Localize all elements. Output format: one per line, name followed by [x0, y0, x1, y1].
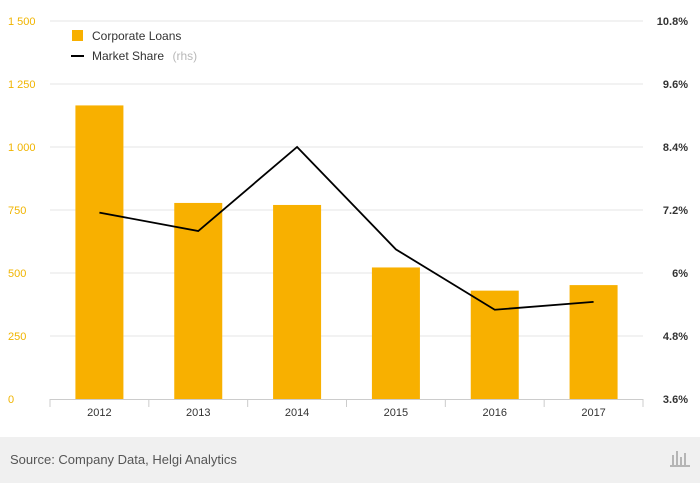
right-tick-label: 10.8%	[657, 16, 688, 28]
market-share-line	[99, 145, 594, 311]
chart: 0 250 500 750 1 000 1 250 1 500 3.6% 4.8% 6% 7.2%…	[8, 16, 688, 419]
legend-swatch-corporate-loans	[72, 30, 83, 41]
grid	[50, 20, 643, 337]
legend-label-market-share-suffix: (rhs)	[172, 49, 197, 63]
x-axis: 2012 2013 2014 2015 2016 2017	[49, 399, 644, 419]
x-tick-label: 2015	[384, 407, 408, 419]
bar-2015	[371, 267, 420, 399]
x-tick-label: 2014	[285, 407, 309, 419]
left-tick-label: 250	[8, 331, 26, 343]
legend-label-corporate-loans: Corporate Loans	[92, 29, 181, 43]
line-series	[99, 145, 594, 311]
helgi-library-logo	[670, 449, 690, 467]
x-tick-label: 2016	[483, 407, 507, 419]
legend-label-market-share: Market Share (rhs)	[92, 47, 197, 64]
bar-2016	[470, 290, 519, 399]
right-tick-label: 7.2%	[663, 205, 688, 217]
bar-2012	[75, 105, 124, 400]
right-tick-label: 6%	[672, 268, 688, 280]
bars	[75, 105, 618, 400]
right-tick-label: 3.6%	[663, 394, 688, 406]
right-axis: 3.6% 4.8% 6% 7.2% 8.4% 9.6% 10.8%	[657, 16, 688, 406]
bar-2017	[569, 285, 618, 399]
x-tick-label: 2013	[186, 407, 210, 419]
left-tick-label: 1 000	[8, 142, 36, 154]
legend: Corporate Loans Market Share (rhs)	[71, 29, 197, 64]
left-tick-label: 500	[8, 268, 26, 280]
right-tick-label: 8.4%	[663, 142, 688, 154]
right-tick-label: 9.6%	[663, 79, 688, 91]
source-note: Source: Company Data, Helgi Analytics	[10, 452, 237, 467]
x-tick-label: 2017	[581, 407, 605, 419]
right-tick-label: 4.8%	[663, 331, 688, 343]
left-axis: 0 250 500 750 1 000 1 250 1 500	[8, 16, 36, 406]
bar-2013	[174, 202, 223, 399]
left-tick-label: 750	[8, 205, 26, 217]
legend-label-market-share-name: Market Share	[92, 49, 164, 63]
left-tick-label: 0	[8, 394, 14, 406]
footer: Source: Company Data, Helgi Analytics	[0, 437, 700, 483]
x-tick-label: 2012	[87, 407, 111, 419]
library-icon	[670, 449, 690, 467]
bar-2014	[273, 204, 322, 399]
left-tick-label: 1 500	[8, 16, 36, 28]
left-tick-label: 1 250	[8, 79, 36, 91]
